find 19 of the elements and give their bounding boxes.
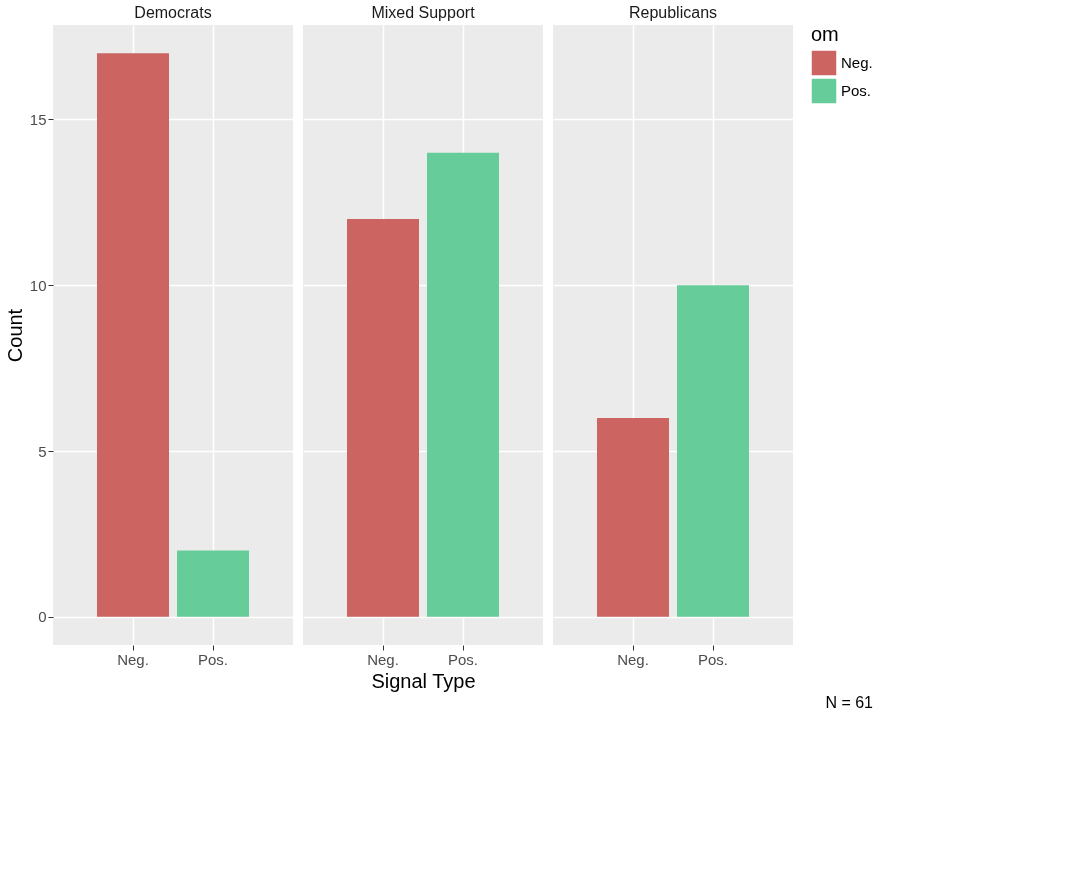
chart-title: Democrats [134, 4, 212, 21]
text: N = 61 [825, 694, 874, 711]
x-tick-label: Neg. [367, 650, 399, 668]
y-tick-label: 0 [38, 608, 47, 626]
x-tick-label: Neg. [117, 650, 149, 668]
x-tick-label: Pos. [697, 650, 729, 668]
legend-label: Neg. [841, 54, 873, 71]
legend-label: Pos. [841, 82, 872, 99]
y-tick-label: 15 [29, 110, 47, 128]
x-tick-label: Neg. [617, 650, 649, 668]
y-tick-label: 5 [38, 442, 47, 460]
y-axis-title: Count [3, 308, 26, 363]
chart-title: Mixed Support [371, 4, 476, 21]
y-tick-label: 10 [29, 276, 47, 294]
legend-title: om [811, 23, 839, 45]
x-axis-title: Signal Type [371, 669, 476, 692]
x-tick-label: Pos. [197, 650, 229, 668]
x-tick-label: Pos. [447, 650, 479, 668]
chart-title: Republicans [628, 4, 718, 21]
